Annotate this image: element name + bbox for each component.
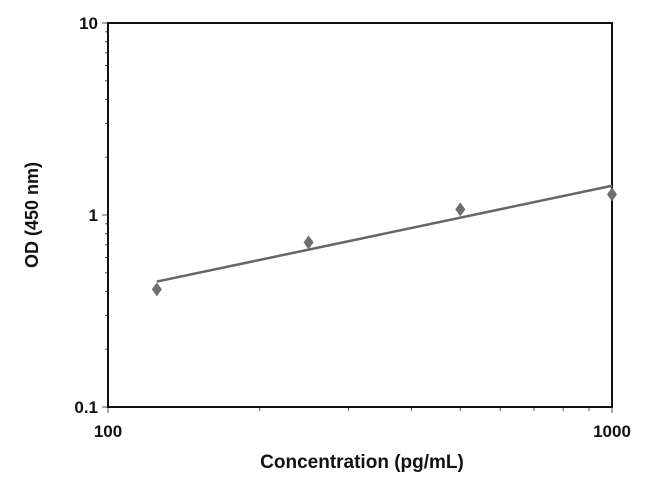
x-tick-label: 100	[94, 422, 122, 441]
y-tick-label: 0.1	[74, 398, 98, 417]
x-tick-label: 1000	[593, 422, 631, 441]
data-points	[151, 187, 617, 297]
data-point	[607, 187, 617, 202]
x-axis-label: Concentration (pg/mL)	[260, 452, 464, 473]
data-point	[303, 235, 314, 250]
y-tick-label: 1	[89, 206, 98, 225]
data-point	[455, 202, 466, 217]
plot-frame	[107, 22, 613, 408]
data-point	[151, 282, 162, 297]
tick-labels: 100 1000 0.1 1 10	[74, 14, 631, 441]
fit-line	[156, 184, 613, 283]
minor-ticks	[102, 22, 613, 413]
y-tick-label: 10	[79, 14, 98, 33]
y-axis-label: OD (450 nm)	[22, 162, 42, 268]
